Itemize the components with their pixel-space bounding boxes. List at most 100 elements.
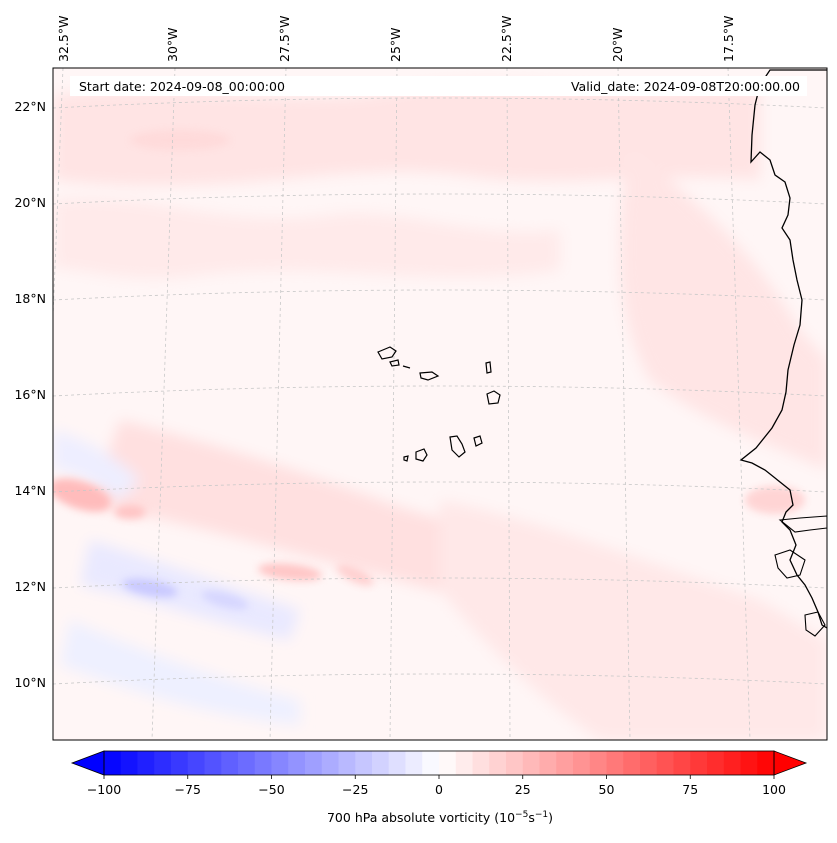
colorbar-segment [740,751,758,775]
colorbar-label-suffix: ) [548,810,553,825]
gridline-17-5w [727,68,751,740]
negative-vorticity-west [53,430,140,500]
colorbar-segment [288,751,306,775]
colorbar-label-exp2: −1 [535,810,548,820]
island-maio [473,435,483,447]
colorbar-segment [405,751,423,775]
vorticity-field [53,82,827,740]
positive-vorticity-coast [619,150,827,470]
map-frame [52,67,828,741]
gridline-22-5w [506,68,511,740]
valid-date-label: Valid_date: 2024-09-08T20:00:00.00 [571,79,800,94]
gridline-10n [53,673,827,685]
positive-vorticity-band-20n [53,198,560,279]
vorticity-min-2 [201,590,249,610]
colorbar-extend-low [70,750,105,776]
colorbar-segment [238,751,256,775]
colorbar-segment [522,751,540,775]
island-sao-vicente [389,359,400,367]
lat-tick-20n: 20°N [14,195,46,210]
vorticity-max-west [53,478,111,512]
island-santa-luzia [402,365,411,369]
colorbar-tick-label: −100 [87,782,121,797]
vorticity-max-north [130,130,230,150]
gridlines [53,68,827,740]
colorbar-segment [321,751,339,775]
colorbar-segment [338,751,356,775]
lon-tick-17-5w: 17.5°W [721,16,736,62]
colorbar-label-mid: s [528,810,535,825]
colorbar-segment [171,751,189,775]
island-fogo [415,448,428,462]
colorbar-segment [455,751,473,775]
gambia-coast [778,515,827,533]
vorticity-max-coast [745,486,805,514]
bissagos-islands [774,549,806,579]
vorticity-max-2 [114,505,146,519]
colorbar-tick-label: −50 [258,782,284,797]
colorbar-segment [640,751,658,775]
island-boa-vista [486,390,501,405]
colorbar-segment [305,751,323,775]
africa-coastline [739,69,827,629]
colorbar-segment [556,751,574,775]
colorbar-segment [489,751,507,775]
colorbar-segment [606,751,624,775]
colorbar-segment [673,751,691,775]
colorbar-tick-label: −75 [175,782,201,797]
map-area [53,68,827,740]
colorbar-segment [723,751,741,775]
negative-vorticity-south [60,620,300,725]
colorbar-segment [355,751,373,775]
vorticity-max-4 [336,564,374,586]
colorbar-tick-label: 0 [435,782,443,797]
positive-vorticity-band-north [53,82,760,186]
colorbar-segment [472,751,490,775]
colorbar-segment [707,751,725,775]
gridline-16n [53,385,827,397]
start-date-label: Start date: 2024-09-08_00:00:00 [79,79,285,94]
gridline-12n [53,577,827,589]
colorbar-segment [506,751,524,775]
guinea-coast-island [804,611,826,637]
colorbar-segment [372,751,390,775]
lat-tick-22n: 22°N [14,99,46,114]
colorbar-segment [656,751,674,775]
colorbar-segment [573,751,591,775]
colorbar-segment [271,751,289,775]
island-sal [485,361,492,374]
date-label-box [70,76,807,96]
colorbar-segment [757,751,775,775]
colorbar-label-exp1: −5 [515,810,528,820]
lon-tick-20w: 20°W [610,27,625,62]
island-santiago [449,435,466,458]
latitude-ticks: 22°N 20°N 18°N 16°N 14°N 12°N 10°N [14,99,46,690]
lon-tick-22-5w: 22.5°W [499,16,514,62]
island-sao-nicolau [419,371,440,381]
colorbar-segment [204,751,222,775]
colorbar-tick-label: 50 [599,782,615,797]
gridline-20n [53,193,827,205]
lon-tick-32-5w: 32.5°W [56,16,71,62]
colorbar-segment [589,751,607,775]
island-santo-antao [377,346,397,360]
colorbar-label-prefix: 700 hPa absolute vorticity (10 [327,810,515,825]
colorbar-label: 700 hPa absolute vorticity (10−5s−1) [327,810,553,825]
colorbar-segment [623,751,641,775]
gridline-30w [151,68,176,740]
colorbar-segment [104,751,122,775]
colorbar-segment [221,751,239,775]
lat-tick-18n: 18°N [14,291,46,306]
cape-verde-islands [377,346,501,462]
colorbar-segment [187,751,205,775]
negative-vorticity-band [80,540,300,640]
colorbar-segment [539,751,557,775]
colorbar-segment [254,751,272,775]
colorbar-segment [422,751,440,775]
colorbar-segment [137,751,155,775]
island-brava [403,455,409,462]
colorbar-segment [120,751,138,775]
colorbar-tick-label: 25 [515,782,531,797]
